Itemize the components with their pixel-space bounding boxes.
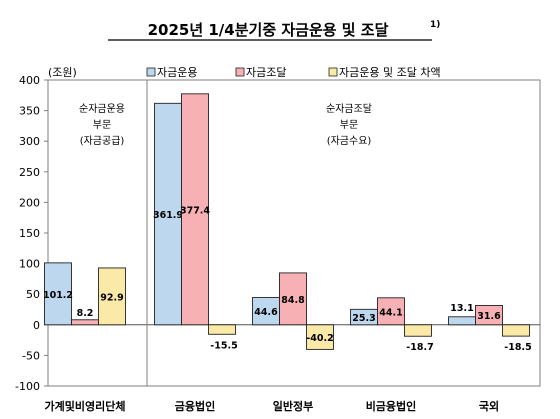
bar <box>502 324 530 337</box>
bar <box>279 272 307 326</box>
y-tick-label: 300 <box>19 135 40 148</box>
data-label: 31.6 <box>477 311 501 322</box>
y-tick-label: -50 <box>22 349 40 362</box>
data-label: 101.2 <box>43 290 73 301</box>
bar <box>448 316 476 326</box>
bar <box>306 324 334 350</box>
y-tick-label: 200 <box>19 196 40 209</box>
data-label: -18.5 <box>504 342 531 353</box>
y-tick-label: -100 <box>15 380 40 393</box>
data-label: 361.9 <box>153 210 183 221</box>
bar <box>252 297 280 326</box>
y-unit-label: (조원) <box>48 66 77 79</box>
data-label: -40.2 <box>306 333 333 344</box>
legend-swatch <box>146 67 156 77</box>
bar <box>71 319 99 326</box>
data-label: 377.4 <box>180 205 210 216</box>
y-tick-label: 400 <box>19 74 40 87</box>
annotation-text: (자금공급) <box>80 135 125 147</box>
legend-swatch <box>328 67 338 77</box>
bar <box>404 324 432 337</box>
y-tick-label: 350 <box>19 105 40 118</box>
chart-title-superscript: 1) <box>430 20 440 30</box>
data-label: 84.8 <box>281 295 305 306</box>
data-label: -15.5 <box>210 340 237 351</box>
x-category-label: 가계및비영리단체 <box>45 399 126 413</box>
bar <box>44 262 72 326</box>
legend-label: 자금운용 <box>157 66 197 79</box>
data-label: 13.1 <box>450 303 473 314</box>
data-label: 44.6 <box>254 307 278 318</box>
annotation-text: (자금수요) <box>327 135 372 147</box>
plot-area: -100 -50 0 50 100 150 200 250 300 350 400 101.2 8.2 9… <box>15 74 541 413</box>
legend-swatch <box>235 67 245 77</box>
x-category-label: 비금융법인 <box>366 399 417 413</box>
x-category-label: 국외 <box>479 399 499 413</box>
chart-title-text: 2025년 1/4분기중 자금운용 및 조달 <box>148 21 389 39</box>
bar <box>208 324 236 335</box>
plot-frame <box>47 79 541 387</box>
bar <box>377 297 405 326</box>
annotation-text: 부문 <box>93 119 111 131</box>
data-label: 44.1 <box>379 307 402 318</box>
data-label: -18.7 <box>406 342 433 353</box>
bar <box>475 305 503 326</box>
annotation-text: 순자금운용 <box>79 103 125 115</box>
bar <box>154 102 182 326</box>
y-tick-label: 0 <box>33 319 40 332</box>
legend-label: 자금운용 및 조달 차액 <box>339 66 441 79</box>
data-label: 8.2 <box>77 308 94 319</box>
bar <box>98 267 126 326</box>
y-tick-label: 250 <box>19 166 40 179</box>
data-label: 92.9 <box>100 292 123 303</box>
legend: 자금운용 자금조달 자금운용 및 조달 차액 <box>146 66 441 79</box>
annotation-text: 부문 <box>340 119 358 131</box>
y-tick-label: 50 <box>26 288 40 301</box>
chart-title: 2025년 1/4분기중 자금운용 및 조달 1) <box>108 20 440 41</box>
bar <box>181 93 209 326</box>
legend-label: 자금조달 <box>246 66 286 79</box>
data-label: 25.3 <box>352 313 375 324</box>
x-category-label: 일반정부 <box>273 399 313 413</box>
x-category-label: 금융법인 <box>175 399 215 413</box>
annotation-text: 순자금조달 <box>326 103 372 115</box>
y-tick-label: 150 <box>19 227 40 240</box>
y-tick-label: 100 <box>19 258 40 271</box>
